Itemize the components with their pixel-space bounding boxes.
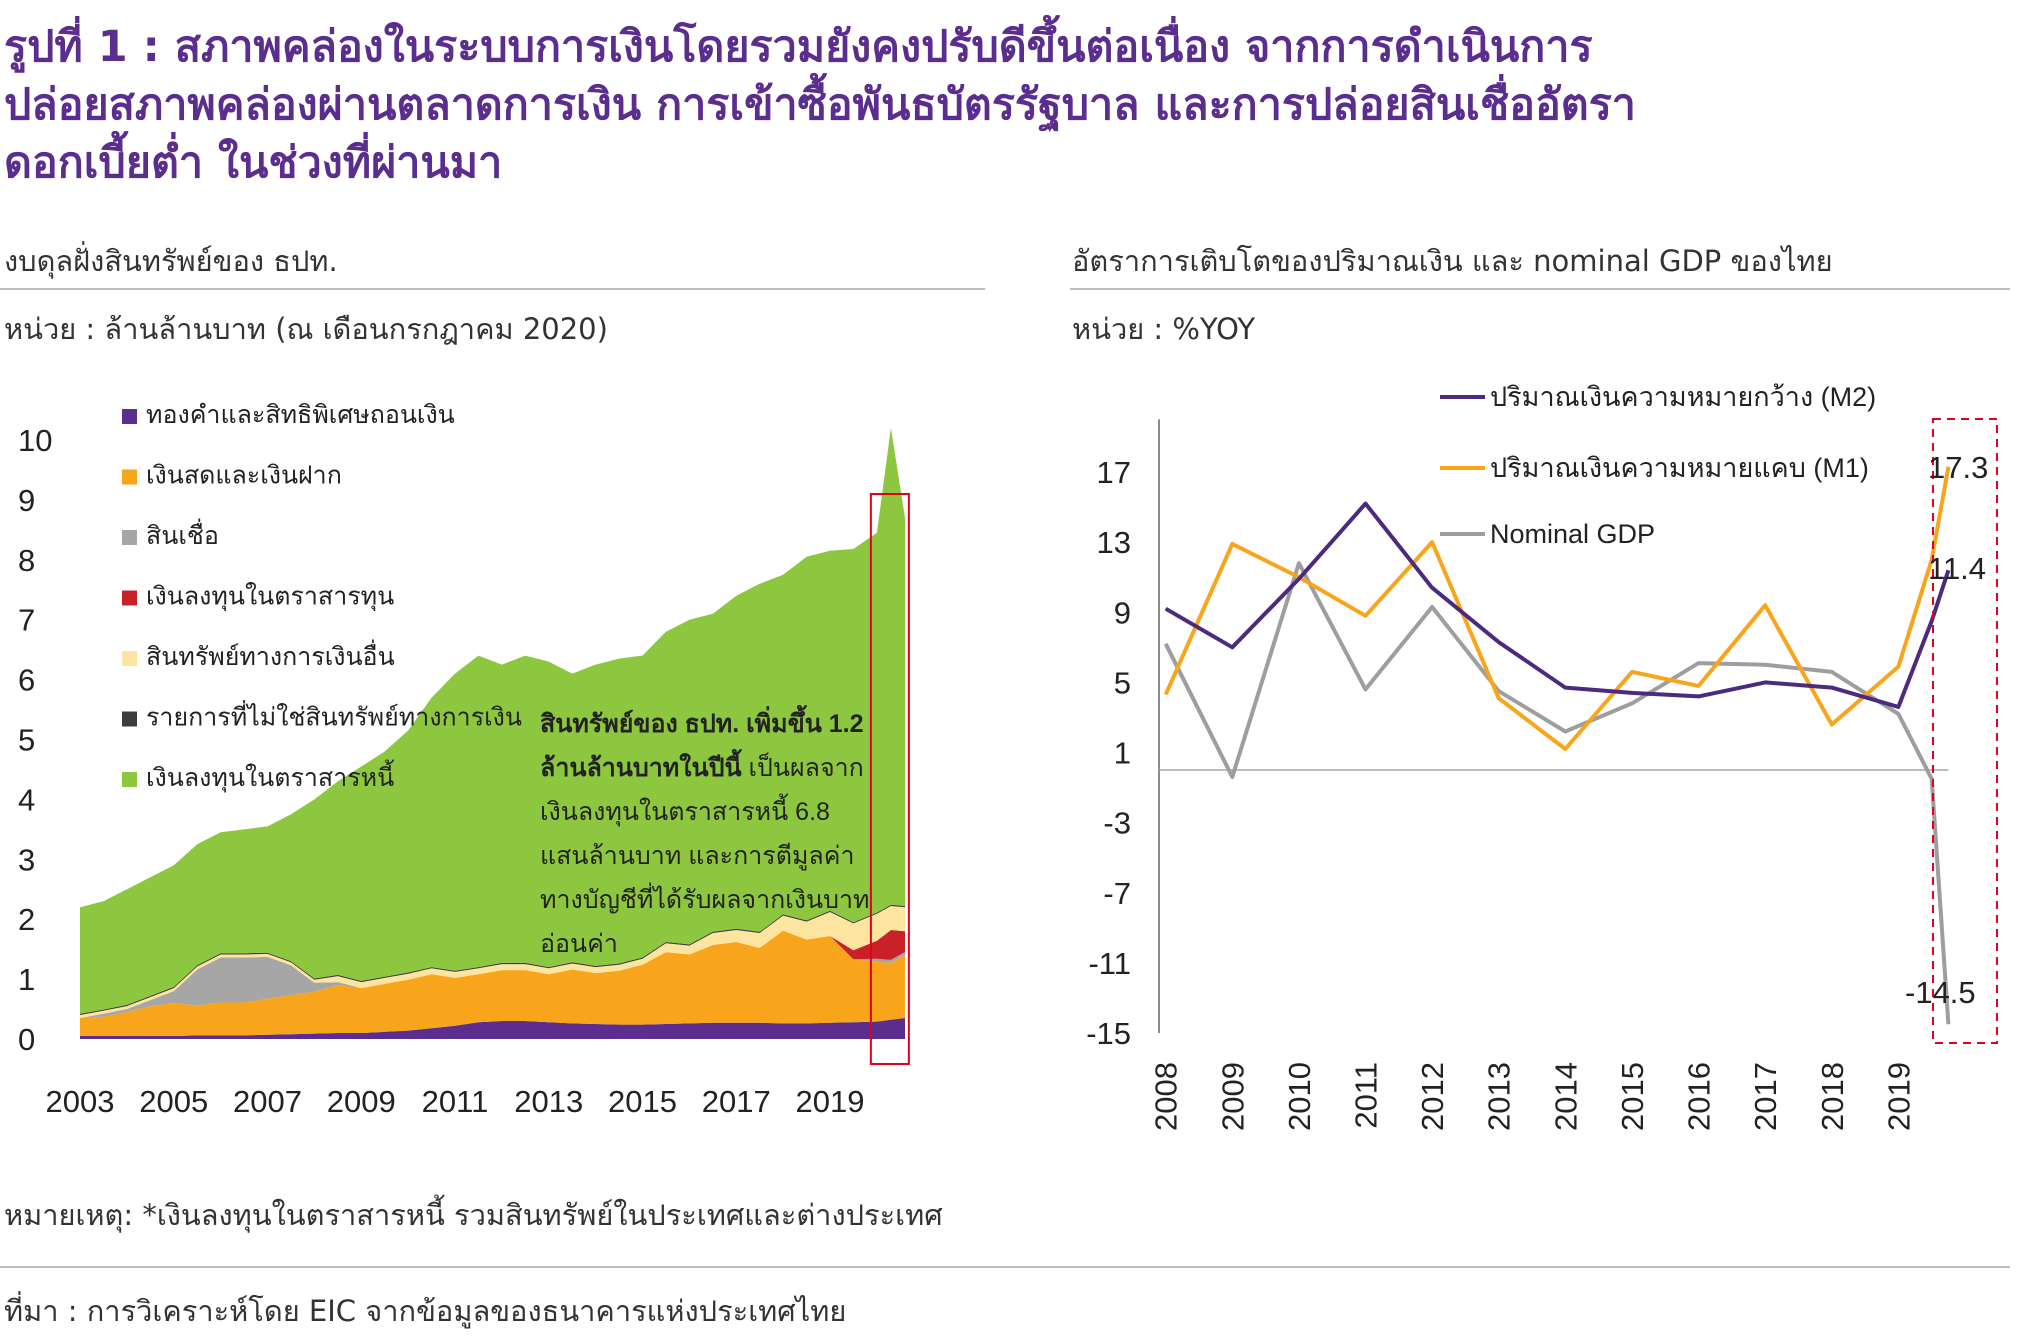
annotation-line: ทางบัญชีที่ได้รับผลจากเงินบาท <box>540 882 869 914</box>
data-label-gdp: -14.5 <box>1905 975 1976 1010</box>
right-x-tick-label: 2011 <box>1349 1062 1384 1129</box>
area-series-4 <box>80 906 905 1018</box>
legend-swatch-0 <box>122 409 137 424</box>
left-chart-caption: งบดุลฝั่งสินทรัพย์ของ ธปท. <box>4 244 338 278</box>
left-y-tick-label: 2 <box>18 902 35 937</box>
annotation-text: สินทรัพย์ของ ธปท. เพิ่มขึ้น 1.2 ล้านล้านบ… <box>540 704 869 958</box>
annotation-line: แสนล้านบาท และการตีมูลค่า <box>540 842 855 871</box>
footnote: หมายเหตุ: *เงินลงทุนในตราสารหนี้ รวมสินท… <box>4 1198 943 1232</box>
right-legend-label-1: ปริมาณเงินความหมายแคบ (M1) <box>1490 453 1869 483</box>
left-x-tick-label: 2017 <box>702 1084 771 1119</box>
area-series-0 <box>80 1018 905 1039</box>
right-highlight-box <box>1932 418 1998 1044</box>
left-x-tick-label: 2007 <box>233 1084 302 1119</box>
left-x-tick-label: 2015 <box>608 1084 677 1119</box>
left-x-tick-label: 2005 <box>139 1084 208 1119</box>
left-y-tick-label: 5 <box>18 723 35 758</box>
legend-swatch-6 <box>122 772 137 787</box>
line-series-2 <box>1163 561 1951 1025</box>
left-y-tick-label: 10 <box>18 423 52 458</box>
right-y-tick-label: 1 <box>1114 736 1131 771</box>
data-label-m2: 11.4 <box>1928 551 1986 586</box>
legend-swatch-3 <box>122 590 137 606</box>
area-series-6 <box>80 428 905 1014</box>
right-x-tick-label: 2016 <box>1682 1062 1717 1131</box>
left-y-tick-label: 4 <box>18 782 35 817</box>
right-caption-rule <box>1070 288 2010 290</box>
figure-title-line-2: ปล่อยสภาพคล่องผ่านตลาดการเงิน การเข้าซื้… <box>4 80 1636 130</box>
left-y-tick-label: 8 <box>18 543 35 578</box>
right-y-tick-label: 9 <box>1114 595 1131 630</box>
legend-label-4: สินทรัพย์ทางการเงินอื่น <box>146 639 395 671</box>
legend-swatch-1 <box>122 469 137 485</box>
legend-label-1: เงินสดและเงินฝาก <box>146 462 342 490</box>
right-y-tick-label: -11 <box>1088 946 1131 981</box>
right-legend-label-2: Nominal GDP <box>1490 519 1655 549</box>
legend-swatch-4 <box>122 651 137 666</box>
left-y-tick-label: 9 <box>18 483 35 518</box>
right-x-tick-label: 2017 <box>1748 1062 1783 1131</box>
right-y-tick-label: -3 <box>1103 806 1131 841</box>
left-x-tick-label: 2013 <box>514 1084 583 1119</box>
figure-title-line-3: ดอกเบี้ยต่ำ ในช่วงที่ผ่านมา <box>4 138 503 188</box>
right-y-tick-label: 17 <box>1097 455 1131 490</box>
right-y-tick-label: -15 <box>1086 1016 1131 1051</box>
left-y-tick-label: 6 <box>18 663 35 698</box>
right-x-tick-label: 2018 <box>1815 1062 1850 1131</box>
right-x-tick-label: 2008 <box>1149 1062 1184 1131</box>
annotation-line: เงินลงทุนในตราสารหนี้ 6.8 <box>540 793 830 827</box>
right-x-tick-label: 2014 <box>1548 1062 1583 1131</box>
right-legend-label-0: ปริมาณเงินความหมายกว้าง (M2) <box>1490 382 1876 412</box>
line-series-1 <box>1163 466 1951 751</box>
left-caption-rule <box>0 288 985 290</box>
source-note: ที่มา : การวิเคราะห์โดย EIC จากข้อมูลของ… <box>4 1294 847 1328</box>
left-x-tick-label: 2009 <box>327 1084 396 1119</box>
line-series-0 <box>1164 501 1951 709</box>
annotation-line: เป็นผลจาก <box>748 752 863 782</box>
left-y-tick-label: 0 <box>18 1022 35 1057</box>
right-y-tick-label: 13 <box>1097 525 1131 560</box>
right-x-tick-label: 2009 <box>1215 1062 1250 1131</box>
right-y-tick-label: 5 <box>1114 665 1131 700</box>
left-y-tick-label: 3 <box>18 842 35 877</box>
legend-swatch-5 <box>122 711 137 727</box>
left-x-tick-label: 2011 <box>422 1084 489 1119</box>
legend-label-3: เงินลงทุนในตราสารทุน <box>146 582 394 612</box>
legend-label-0: ทองคำและสิทธิพิเศษถอนเงิน <box>146 401 455 429</box>
left-y-tick-label: 7 <box>18 603 35 638</box>
annotation-bold-2: ล้านล้านบาทในปีนี้ <box>540 748 748 782</box>
legend-swatch-2 <box>122 530 137 545</box>
legend-label-5: รายการที่ไม่ใช่สินทรัพย์ทางการเงิน <box>146 700 522 732</box>
annotation-bold-1: สินทรัพย์ของ ธปท. เพิ่มขึ้น 1.2 <box>540 704 864 738</box>
area-series-1 <box>80 930 905 1036</box>
left-x-tick-label: 2019 <box>796 1084 865 1119</box>
source-rule <box>0 1266 2010 1268</box>
figure-title-line-1: รูปที่ 1 : สภาพคล่องในระบบการเงินโดยรวมย… <box>4 22 1593 72</box>
right-x-tick-label: 2012 <box>1415 1062 1450 1131</box>
right-x-tick-label: 2010 <box>1282 1062 1317 1131</box>
legend-label-2: สินเชื่อ <box>146 518 219 550</box>
legend-label-6: เงินลงทุนในตราสารหนี้ <box>146 759 394 793</box>
right-x-tick-label: 2019 <box>1881 1062 1916 1131</box>
right-chart-caption: อัตราการเติบโตของปริมาณเงิน และ nominal … <box>1072 244 1833 278</box>
area-series-2 <box>80 930 905 1018</box>
right-x-tick-label: 2013 <box>1482 1062 1517 1131</box>
right-x-tick-label: 2015 <box>1615 1062 1650 1131</box>
annotation-line: อ่อนค่า <box>540 930 618 958</box>
highlight-box-2020 <box>869 493 910 1065</box>
figure-title: รูปที่ 1 : สภาพคล่องในระบบการเงินโดยรวมย… <box>4 18 2014 192</box>
left-chart-unit: หน่วย : ล้านล้านบาท (ณ เดือนกรกฎาคม 2020… <box>4 312 608 346</box>
right-chart-unit: หน่วย : %YOY <box>1072 312 1256 346</box>
right-y-tick-label: -7 <box>1103 876 1131 911</box>
data-label-m1: 17.3 <box>1928 450 1988 485</box>
left-x-tick-label: 2003 <box>46 1084 115 1119</box>
left-y-tick-label: 1 <box>18 962 35 997</box>
